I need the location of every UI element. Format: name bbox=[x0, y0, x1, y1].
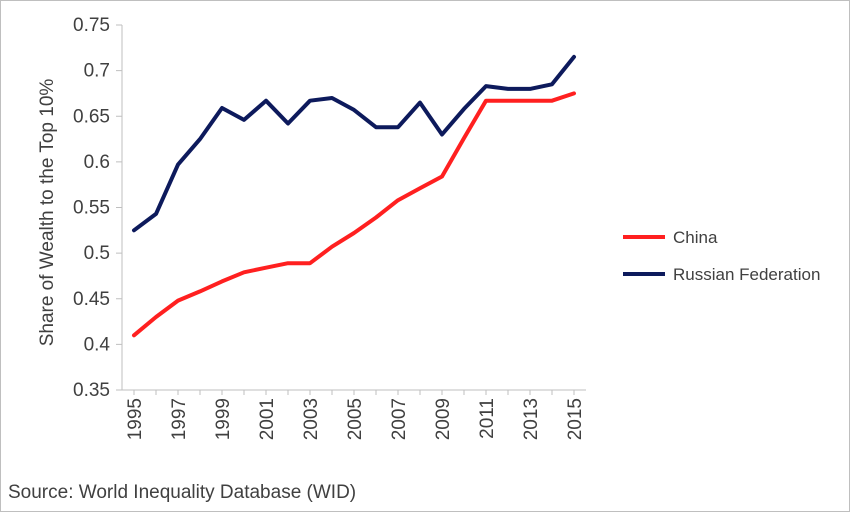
y-tick-label: 0.5 bbox=[84, 243, 110, 264]
x-tick-label: 1999 bbox=[213, 398, 234, 440]
y-tick-label: 0.6 bbox=[84, 152, 110, 173]
source-note: Source: World Inequality Database (WID) bbox=[8, 482, 357, 503]
y-tick-label: 0.35 bbox=[73, 380, 110, 401]
x-tick-label: 1997 bbox=[169, 398, 190, 440]
y-tick-label: 0.65 bbox=[73, 106, 110, 127]
y-tick-label: 0.75 bbox=[73, 15, 110, 36]
y-tick-label: 0.7 bbox=[84, 61, 110, 82]
x-tick-label: 2007 bbox=[389, 398, 410, 440]
x-tick-label: 2001 bbox=[257, 398, 278, 440]
y-tick-label: 0.45 bbox=[73, 289, 110, 310]
x-tick-label: 2011 bbox=[477, 398, 498, 439]
series-lines bbox=[132, 54, 576, 338]
legend-label: China bbox=[673, 228, 718, 247]
y-axis-label: Share of Wealth to the Top 10% bbox=[37, 79, 58, 347]
x-tick-label: 1995 bbox=[125, 398, 146, 440]
series-line-china bbox=[132, 91, 576, 338]
x-tick-label: 2005 bbox=[345, 398, 366, 440]
legend-label: Russian Federation bbox=[673, 265, 820, 284]
axes: 0.35 0.4 0.45 0.5 0.55 0.6 0.65 0.7 0.75 1995 1997… bbox=[73, 15, 586, 440]
x-tick-label: 2013 bbox=[521, 398, 542, 440]
y-tick-label: 0.4 bbox=[84, 334, 111, 355]
legend: China Russian Federation bbox=[623, 228, 820, 284]
x-tick-label: 2003 bbox=[301, 398, 322, 440]
x-tick-label: 2015 bbox=[565, 398, 586, 440]
y-tick-label: 0.55 bbox=[73, 198, 110, 219]
series-line-russian-federation bbox=[132, 54, 576, 233]
line-chart: 0.35 0.4 0.45 0.5 0.55 0.6 0.65 0.7 0.75 1995 1997… bbox=[37, 15, 820, 440]
x-tick-label: 2009 bbox=[433, 398, 454, 440]
